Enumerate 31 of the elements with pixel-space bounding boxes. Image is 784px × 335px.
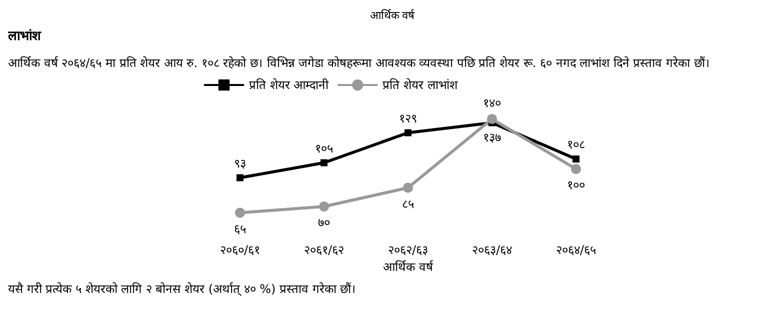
x-tick-label: २०६३/६४ [472,243,512,257]
point [572,156,580,162]
x-tick-label: २०६२/६३ [388,243,428,257]
data-label: ९३ [234,156,246,170]
legend-label: प्रति शेयर लाभांश [382,78,458,92]
data-label: १०८ [567,138,585,152]
point [319,202,329,212]
point [320,159,328,166]
point [236,174,244,182]
data-label: १०५ [315,141,333,156]
point [571,164,581,174]
legend-label: प्रति शेयर आम्दानी [249,78,330,92]
data-label: १२९ [399,111,417,126]
text: आर्थिक वर्ष [368,8,416,24]
text: लाभांश [8,28,42,44]
x-tick-label: २०६०/६१ [220,243,260,257]
data-label: ६५ [234,222,246,236]
point [487,114,497,124]
chart-subtitle: आर्थिक वर्ष २०६४/६५ मा प्रति शेयर आय रु. १०८ रहेको छ। विभिन्न जगेडा कोषहरूमा आवश्यक व्यवस्था पछि प्रति शेयर रू. ६० नगद लाभांश दिने प्रस्ताव गरेका छौं। [8,55,711,72]
x-axis-title: आर्थिक वर्ष [383,260,434,274]
data-label: १३७ [483,130,501,144]
point [235,208,245,218]
x-tick-label: २०६१/६२ [304,243,344,257]
data-label: १०० [567,178,585,192]
data-label: ८५ [402,196,414,211]
data-label: १४० [483,96,501,110]
point [403,182,413,193]
data-label: ७० [318,216,330,230]
point [404,129,412,136]
text: यसै गरी प्रत्येक ५ शेयरको लागि २ बोनस शेयर (अर्थात् ४० %) प्रस्ताव गरेका छौं। [8,281,358,297]
x-tick-label: २०६४/६५ [556,243,596,257]
